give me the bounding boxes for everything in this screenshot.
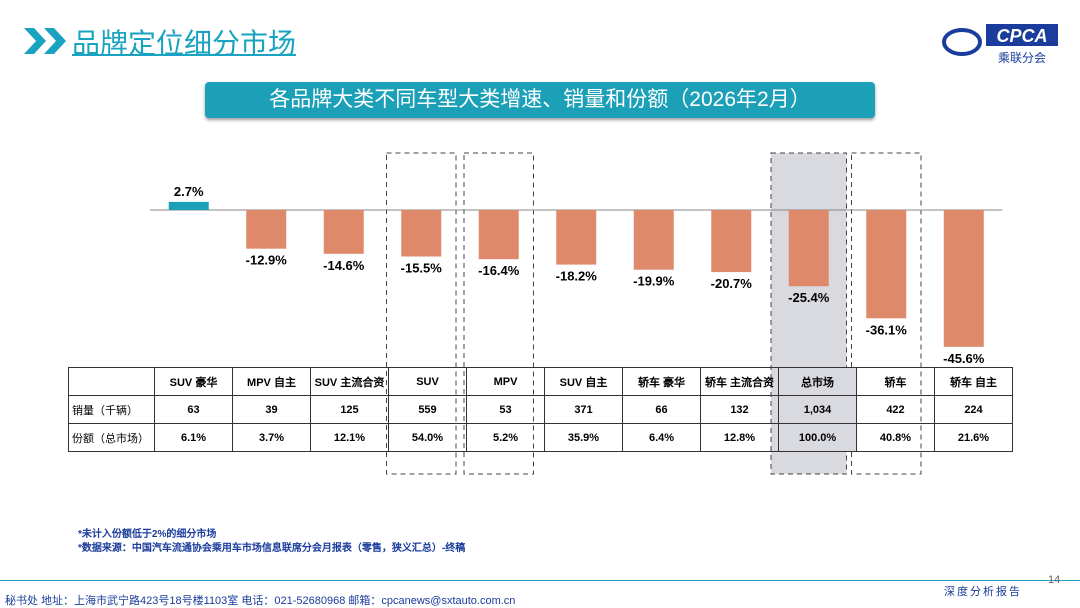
bar — [168, 201, 209, 210]
table-cell: 100.0% — [778, 423, 857, 452]
table-cell: 12.8% — [700, 423, 779, 452]
highlight-box — [851, 152, 922, 475]
table-cell: 63 — [154, 395, 233, 424]
column-header: 轿车 自主 — [934, 367, 1013, 396]
corner-cell — [68, 367, 155, 396]
table-cell: 224 — [934, 395, 1013, 424]
page-number: 14 — [1048, 574, 1061, 586]
bar — [866, 210, 907, 319]
column-header: MPV — [466, 367, 545, 396]
highlight-box — [463, 152, 534, 475]
cpca-logo: CPCA 乘联分会 — [940, 20, 1060, 66]
bar — [943, 210, 984, 347]
bar — [246, 210, 287, 249]
column-header: 轿车 主流合资 — [700, 367, 779, 396]
table-cell: 125 — [310, 395, 389, 424]
data-label: -20.7% — [711, 276, 753, 291]
notes: *未计入份额低于2%的细分市场 *数据来源：中国汽车流通协会乘用车市场信息联席分… — [78, 528, 465, 556]
table-cell: 559 — [388, 395, 467, 424]
note: *数据来源：中国汽车流通协会乘用车市场信息联席分会月报表（零售，狭义汇总）-终稿 — [78, 543, 466, 554]
table-cell: 12.1% — [310, 423, 389, 452]
column-header: SUV 豪华 — [154, 367, 233, 396]
table-cell: 39 — [232, 395, 311, 424]
table-cell: 6.1% — [154, 423, 233, 452]
chevron-icon — [24, 28, 66, 54]
table-cell: 371 — [544, 395, 623, 424]
report-label: 深度分析报告 — [938, 583, 1028, 599]
data-label: -19.9% — [633, 274, 675, 289]
column-header: 轿车 豪华 — [622, 367, 701, 396]
chart-title: 各品牌大类不同车型大类增速、销量和份额（2026年2月） — [205, 82, 875, 118]
table-cell: 35.9% — [544, 423, 623, 452]
data-label: -14.6% — [323, 258, 365, 273]
table-cell: 21.6% — [934, 423, 1013, 452]
bar — [401, 210, 442, 257]
column-header: 轿车 — [856, 367, 935, 396]
table-cell: 54.0% — [388, 423, 467, 452]
bar — [323, 210, 364, 254]
svg-text:乘联分会: 乘联分会 — [998, 51, 1046, 65]
table-cell: 66 — [622, 395, 701, 424]
column-header: SUV — [388, 367, 467, 396]
footer-address: 秘书处 地址：上海市武宁路423号18号楼1103室 电话：021-526809… — [5, 595, 516, 607]
table-cell: 5.2% — [466, 423, 545, 452]
note: *未计入份额低于2%的细分市场 — [78, 529, 217, 540]
data-label: -18.2% — [556, 269, 598, 284]
row-label: 销量（千辆） — [68, 395, 155, 424]
bar — [478, 210, 519, 260]
data-label: -25.4% — [788, 290, 830, 305]
table-cell: 422 — [856, 395, 935, 424]
column-header: SUV 主流合资 — [310, 367, 389, 396]
data-label: -15.5% — [401, 261, 443, 276]
table-cell: 53 — [466, 395, 545, 424]
bar — [788, 210, 829, 287]
data-label: -45.6% — [943, 351, 985, 366]
row-label: 份额（总市场） — [68, 423, 155, 452]
svg-text:CPCA: CPCA — [996, 26, 1047, 46]
column-header: 总市场 — [778, 367, 857, 396]
column-header: MPV 自主 — [232, 367, 311, 396]
data-label: -12.9% — [246, 253, 288, 268]
data-label: 2.7% — [174, 184, 204, 199]
highlight-box — [386, 152, 457, 475]
footer-divider — [0, 580, 1080, 581]
table-cell: 40.8% — [856, 423, 935, 452]
data-label: -16.4% — [478, 263, 520, 278]
table-cell: 1,034 — [778, 395, 857, 424]
data-table: SUV 豪华 MPV 自主 SUV 主流合资 SUV MPV SUV 自主 轿车 豪华 轿车 … — [68, 367, 1013, 452]
bar — [556, 210, 597, 265]
table-cell: 132 — [700, 395, 779, 424]
table-cell: 6.4% — [622, 423, 701, 452]
data-label: -36.1% — [866, 322, 908, 337]
bar-chart: 2.7% -12.9% -14.6% -15.5% -16.4% -18.2% -19.9%… — [150, 152, 1003, 475]
bar — [711, 210, 752, 273]
column-header: SUV 自主 — [544, 367, 623, 396]
page-title: 品牌定位细分市场 — [72, 28, 297, 59]
bar — [633, 210, 674, 270]
table-cell: 3.7% — [232, 423, 311, 452]
